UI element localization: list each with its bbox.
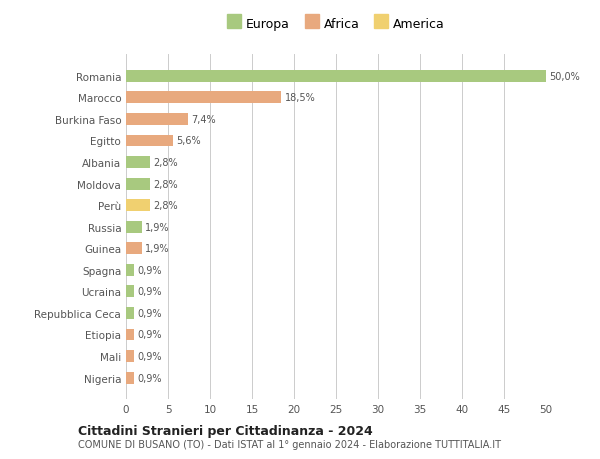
Bar [126,243,142,255]
Bar [126,114,188,126]
Bar [126,372,134,384]
Text: 0,9%: 0,9% [137,330,161,340]
Bar [126,221,142,233]
Bar [126,71,546,83]
Text: 1,9%: 1,9% [145,222,170,232]
Bar [126,178,149,190]
Text: 2,8%: 2,8% [153,201,178,211]
Text: Cittadini Stranieri per Cittadinanza - 2024: Cittadini Stranieri per Cittadinanza - 2… [78,424,373,437]
Text: 2,8%: 2,8% [153,158,178,168]
Text: 1,9%: 1,9% [145,244,170,254]
Text: 7,4%: 7,4% [191,115,216,125]
Text: 0,9%: 0,9% [137,308,161,318]
Bar [126,135,173,147]
Bar [126,92,281,104]
Text: COMUNE DI BUSANO (TO) - Dati ISTAT al 1° gennaio 2024 - Elaborazione TUTTITALIA.: COMUNE DI BUSANO (TO) - Dati ISTAT al 1°… [78,440,501,449]
Text: 2,8%: 2,8% [153,179,178,189]
Text: 0,9%: 0,9% [137,373,161,383]
Text: 0,9%: 0,9% [137,287,161,297]
Bar [126,329,134,341]
Bar [126,350,134,362]
Text: 5,6%: 5,6% [176,136,201,146]
Bar [126,308,134,319]
Bar [126,264,134,276]
Bar [126,200,149,212]
Text: 50,0%: 50,0% [550,72,580,82]
Bar [126,286,134,297]
Bar [126,157,149,168]
Text: 0,9%: 0,9% [137,351,161,361]
Legend: Europa, Africa, America: Europa, Africa, America [222,13,450,36]
Text: 0,9%: 0,9% [137,265,161,275]
Text: 18,5%: 18,5% [285,93,316,103]
